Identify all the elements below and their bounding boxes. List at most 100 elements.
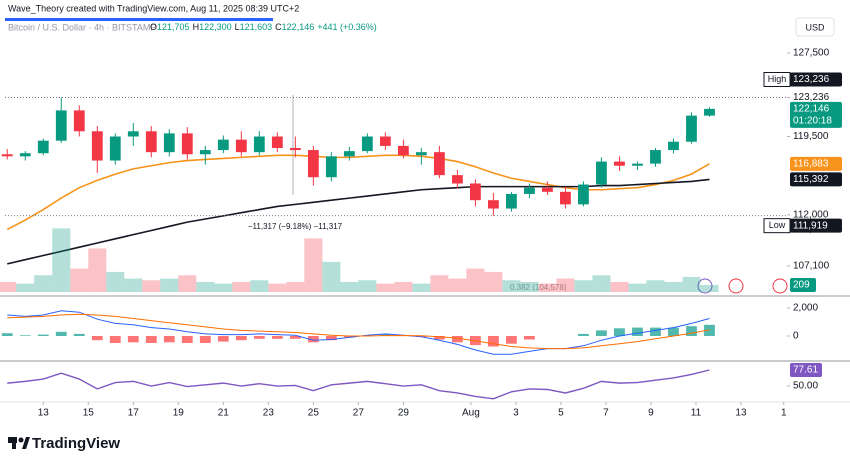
volume-bar xyxy=(664,281,683,292)
candle-body xyxy=(506,193,517,209)
y-tick-label: 127,500 xyxy=(793,48,830,59)
credit: Wave_Theory created with TradingView.com… xyxy=(8,3,299,13)
candle-body xyxy=(271,136,283,148)
volume-bar xyxy=(16,283,35,292)
legend-key: C xyxy=(275,22,282,32)
ohlc-legend: O121,705 H122,300 L121,603 C122,146 +441 (+0… xyxy=(150,22,377,32)
volume-bar xyxy=(502,280,521,292)
volume-bar xyxy=(358,280,377,292)
y-tick-label: 119,500 xyxy=(793,131,829,142)
x-tick-label: Aug xyxy=(462,408,480,419)
candle-body xyxy=(379,136,391,146)
macd-histogram xyxy=(650,327,661,337)
event-icons[interactable] xyxy=(697,278,788,294)
x-tick-label: 29 xyxy=(398,408,410,419)
macd-histogram xyxy=(253,336,265,339)
candle-body xyxy=(343,151,355,157)
volume-bar xyxy=(592,275,611,292)
macd-histogram xyxy=(325,336,337,341)
macd-line xyxy=(7,313,710,350)
candle-body xyxy=(73,110,85,132)
x-tick-label: 17 xyxy=(128,408,140,419)
candle-body xyxy=(235,139,247,153)
volume-bar xyxy=(520,281,539,292)
volume-bar xyxy=(340,281,359,292)
currency-box[interactable] xyxy=(795,17,835,37)
progress-bar xyxy=(5,18,273,21)
moving-average xyxy=(6,154,710,231)
volume-bar xyxy=(538,283,557,292)
macd-histogram xyxy=(596,330,607,337)
macd-histogram xyxy=(235,336,247,341)
event-icon[interactable] xyxy=(772,278,788,294)
candle-body xyxy=(451,175,463,184)
candle-body xyxy=(397,145,409,156)
moving-average xyxy=(7,178,710,265)
macd-histogram xyxy=(163,336,175,343)
macd-histogram xyxy=(73,333,85,337)
macd-histogram xyxy=(343,336,355,338)
legend-key: L xyxy=(235,22,240,32)
macd-histogram xyxy=(145,336,157,344)
volume-bar xyxy=(268,283,287,292)
volume-bar xyxy=(88,248,107,292)
macd-histogram xyxy=(578,333,589,337)
macd-histogram xyxy=(632,327,643,337)
candle-body xyxy=(325,156,337,178)
volume-bar xyxy=(196,281,215,292)
candle-body xyxy=(542,187,553,192)
legend-key: O xyxy=(150,22,157,32)
price-label: 116,883 xyxy=(793,158,829,169)
x-tick-label: 13 xyxy=(735,408,747,419)
macd-histogram xyxy=(181,336,193,344)
candle-body xyxy=(488,200,499,209)
event-icon[interactable] xyxy=(728,278,744,294)
countdown: 01:20:18 xyxy=(793,116,832,127)
volume-bar xyxy=(142,280,161,292)
macd-histogram xyxy=(37,334,49,337)
candle-body xyxy=(704,108,715,116)
price-label: 115,392 xyxy=(793,174,829,185)
volume-bar xyxy=(448,278,467,292)
volume-label: 209 xyxy=(793,280,810,291)
candle-body xyxy=(632,163,643,166)
x-tick-label: 11 xyxy=(691,408,702,419)
price-box xyxy=(790,72,842,87)
fib-label: 0.382 (104,578) xyxy=(510,283,567,292)
volume-bar xyxy=(52,228,71,292)
candle-body xyxy=(163,133,175,153)
volume-bar xyxy=(106,271,125,292)
x-tick-label: 15 xyxy=(83,408,95,419)
volume-bar xyxy=(628,283,647,292)
candle-body xyxy=(1,154,13,157)
candle-body xyxy=(415,152,427,156)
legend-value: 121,603 xyxy=(240,22,273,32)
y-tick-label: 112,000 xyxy=(793,209,829,220)
volume-bar xyxy=(556,278,575,292)
macd-histogram xyxy=(506,336,517,344)
candle-body xyxy=(469,183,481,201)
currency[interactable]: USD xyxy=(805,22,825,32)
volume-bar xyxy=(286,281,305,292)
macd-histogram xyxy=(488,336,499,347)
candle-body xyxy=(307,150,319,178)
macd-histogram xyxy=(19,335,31,337)
price-label: 122,146 xyxy=(793,104,830,115)
rsi-label: 77.61 xyxy=(793,365,818,376)
measure-label: −11,317 (−9.18%) −11,317 xyxy=(248,222,343,231)
volume-bar xyxy=(160,278,179,292)
macd-histogram xyxy=(668,327,679,337)
volume-bar xyxy=(214,283,233,292)
x-tick-label: 13 xyxy=(38,408,50,419)
volume-bar xyxy=(700,284,719,292)
candle-body xyxy=(19,153,31,157)
candle-body xyxy=(361,136,373,152)
candle-body xyxy=(524,187,535,194)
candle-body xyxy=(668,141,679,151)
symbol: Bitcoin / U.S. Dollar · 4h · BITSTAMP xyxy=(8,22,156,32)
y-tick-label: 123,236 xyxy=(793,92,830,103)
candle-body xyxy=(253,136,265,153)
event-icon[interactable] xyxy=(697,278,713,294)
volume-bar xyxy=(0,281,17,292)
